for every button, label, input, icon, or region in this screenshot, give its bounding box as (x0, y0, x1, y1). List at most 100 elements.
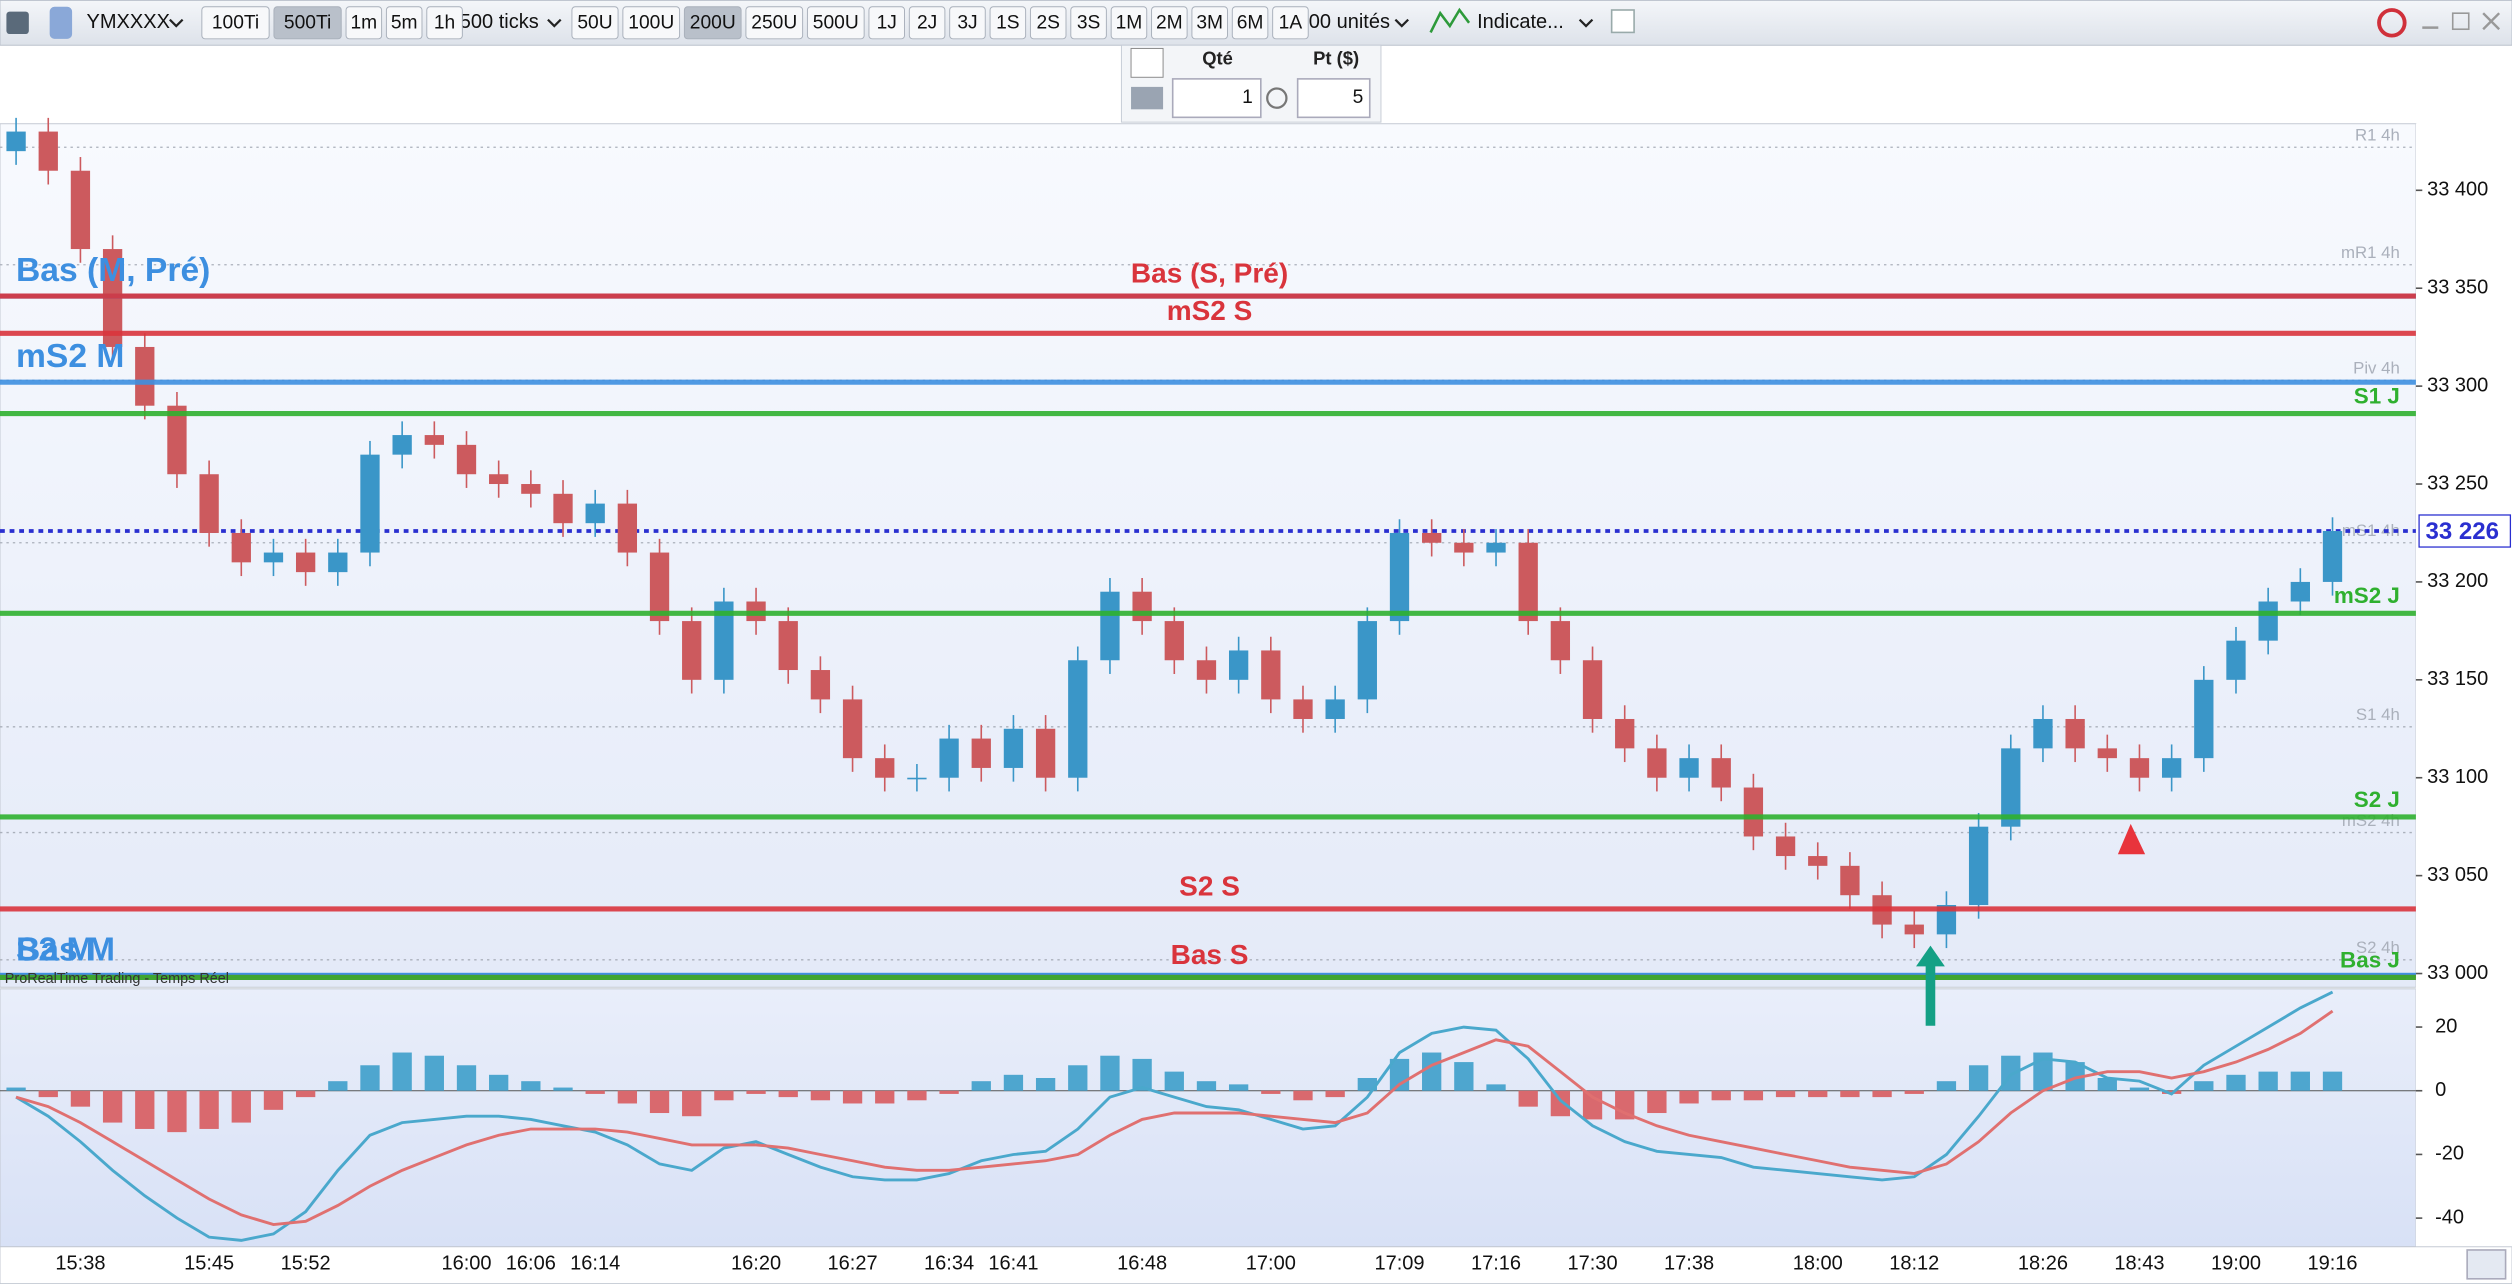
indicators-button[interactable]: Indicate... (1477, 11, 1564, 33)
link-icon[interactable] (1266, 87, 1288, 109)
toolbar-button[interactable] (385, 6, 423, 40)
ticks-select[interactable]: 500 ticks (460, 11, 539, 33)
indicator-line (15, 1009, 2334, 1226)
toolbar-button[interactable] (426, 6, 463, 40)
toolbar-button[interactable] (949, 6, 986, 40)
candle-body (1518, 542, 1538, 622)
toolbar-button-label[interactable]: 1A (1279, 13, 1303, 34)
toolbar-button-label[interactable]: 50U (577, 13, 612, 34)
toolbar-button-label[interactable]: 1S (996, 13, 1020, 34)
histogram-bar (1968, 1065, 1989, 1091)
histogram-bar (810, 1090, 831, 1101)
toolbar-button-label[interactable]: 1M (1116, 13, 1143, 34)
histogram-bar (167, 1090, 187, 1133)
toolbar-button[interactable] (989, 6, 1027, 40)
toolbar-button-label[interactable]: 3J (957, 13, 977, 34)
toolbar-button-label[interactable]: 1h (434, 13, 455, 34)
toolbar-button[interactable] (868, 6, 905, 40)
toolbar-button-label[interactable]: 100U (628, 13, 674, 34)
toolbar-button[interactable] (683, 6, 742, 40)
level-label: S2 J (2354, 787, 2400, 812)
histogram-bar (1550, 1090, 1571, 1117)
candle-body (649, 552, 670, 622)
toolbar-button[interactable] (201, 6, 270, 40)
toolbar-button[interactable] (273, 6, 342, 40)
dropdown-caret[interactable] (1578, 18, 1594, 28)
x-tick-label: 18:12 (1889, 1253, 1939, 1275)
toolbar-button[interactable] (745, 6, 804, 40)
toolbar-button[interactable] (806, 6, 865, 40)
toolbar-button[interactable] (1191, 6, 1228, 40)
toolbar-button-label[interactable]: 5m (391, 13, 418, 34)
candle-body (2290, 581, 2310, 602)
toolbar-button-label[interactable]: 500Ti (284, 13, 331, 34)
symbol[interactable]: YMXXXX (87, 11, 170, 33)
y-tick-label: 33 000 (2427, 962, 2488, 984)
candle-body (907, 777, 927, 780)
histogram-bar (1486, 1084, 1506, 1091)
keyboard-icon[interactable] (1131, 86, 1164, 110)
toolbar-button-label[interactable]: 3M (1196, 13, 1223, 34)
toolbar-button[interactable] (345, 6, 383, 40)
indicator-icon[interactable] (1429, 7, 1471, 33)
pivot-label: R1 4h (2355, 125, 2400, 144)
toolbar-button-label[interactable]: 3S (1077, 13, 1101, 34)
candle-body (38, 131, 58, 171)
toolbar-button-label[interactable]: 100Ti (212, 13, 259, 34)
y-tick-label: 33 350 (2427, 276, 2488, 298)
price-axis (2415, 123, 2512, 1247)
toolbar-button-label[interactable]: 2J (917, 13, 937, 34)
chart-type-icon[interactable] (6, 11, 29, 35)
qty-input[interactable] (1171, 78, 1262, 119)
toolbar-button-label[interactable]: 6M (1237, 13, 1264, 34)
toolbar-button-label[interactable]: 500U (813, 13, 859, 34)
histogram-bar (489, 1074, 509, 1091)
toolbar-button[interactable] (1110, 6, 1148, 40)
toolbar-button[interactable] (571, 6, 619, 40)
candle-body (456, 444, 477, 475)
histogram-bar (1743, 1090, 1764, 1101)
link-icon[interactable] (49, 6, 73, 39)
candle-body (1743, 787, 1764, 837)
histogram-bar (521, 1081, 541, 1091)
toolbar-button-label[interactable]: 1J (877, 13, 897, 34)
dropdown-caret[interactable] (1394, 18, 1409, 28)
histogram-bar (360, 1065, 380, 1091)
histogram-bar (424, 1055, 444, 1091)
toolbar-button-label[interactable]: 2S (1036, 13, 1060, 34)
histogram-bar (842, 1090, 863, 1104)
y-tick-label: -40 (2435, 1206, 2464, 1228)
toolbar-button[interactable] (1231, 6, 1269, 40)
candle-body (1293, 699, 1313, 719)
toolbar-button[interactable] (1151, 6, 1188, 40)
pt-input[interactable] (1296, 78, 1371, 119)
toolbar-button-label[interactable]: 2M (1156, 13, 1183, 34)
price-chart: 33 000 33 050 33 100 33 150 33 200 33 250 33 3… (0, 117, 2512, 1275)
info-icon[interactable] (1610, 9, 1635, 34)
histogram-bar (1647, 1090, 1667, 1114)
toolbar-button-label[interactable]: 200U (690, 13, 736, 34)
toolbar-button[interactable] (1029, 6, 1067, 40)
scroll-button[interactable] (2466, 1249, 2507, 1280)
pt-value[interactable]: 5 (1353, 87, 1364, 108)
toolbar-button[interactable] (1272, 6, 1309, 40)
x-tick-label: 16:00 (441, 1253, 491, 1275)
toolbar-button[interactable] (1070, 6, 1107, 40)
refresh-icon[interactable] (2377, 8, 2407, 38)
toolbar-button[interactable] (908, 6, 946, 40)
settings-icon[interactable] (1130, 47, 1164, 78)
units-select[interactable]: 200 unités (1298, 11, 1390, 33)
toolbar-button-label[interactable]: 1m (350, 13, 377, 34)
level-label: mS2 M (16, 338, 124, 375)
candle-body (714, 601, 734, 680)
histogram-bar (392, 1052, 412, 1091)
candle-body (199, 474, 219, 533)
dropdown-caret[interactable] (169, 18, 184, 28)
dropdown-caret[interactable] (547, 18, 562, 28)
maximize-button[interactable] (2451, 12, 2470, 31)
toolbar-button-label[interactable]: 250U (751, 13, 797, 34)
close-button[interactable] (2482, 12, 2501, 31)
toolbar-button[interactable] (622, 6, 681, 40)
qty-value[interactable]: 1 (1242, 87, 1253, 108)
